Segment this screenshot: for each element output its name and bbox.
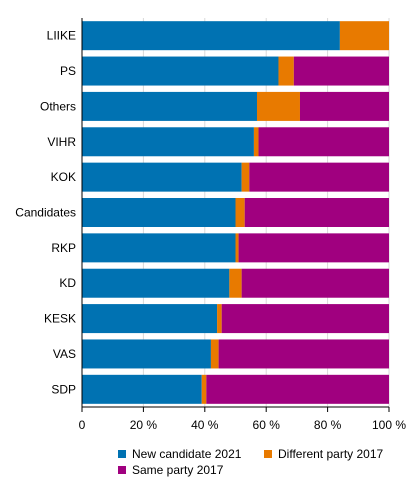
bar-segment-ps-0 xyxy=(82,56,279,86)
bar-segment-others-0 xyxy=(82,91,257,121)
bar-segment-vas-0 xyxy=(82,339,211,369)
x-tick-label: 0 xyxy=(79,418,86,432)
bar-segment-rkp-1 xyxy=(235,233,239,263)
bar-segment-kesk-0 xyxy=(82,304,218,334)
bar-segment-liike-0 xyxy=(82,21,340,51)
bar-segment-kok-0 xyxy=(82,162,242,192)
bar-segment-kesk-1 xyxy=(217,304,222,334)
bar-segment-kok-2 xyxy=(249,162,389,192)
x-tick-label: 20 % xyxy=(130,418,158,432)
x-tick-label: 60 % xyxy=(253,418,281,432)
bar-segment-sdp-1 xyxy=(201,374,207,404)
category-label: Others xyxy=(40,99,76,113)
bar-segment-candidates-1 xyxy=(235,198,245,227)
bar-segment-sdp-0 xyxy=(82,374,202,404)
category-label: KESK xyxy=(44,312,76,326)
x-tick-label: 100 % xyxy=(372,418,406,432)
legend-swatch xyxy=(264,450,272,458)
bar-segment-kd-1 xyxy=(229,268,242,298)
category-label: KD xyxy=(59,276,76,290)
bar-segment-rkp-0 xyxy=(82,233,236,263)
bar-segment-kesk-2 xyxy=(221,304,389,334)
legend-label: Different party 2017 xyxy=(278,447,384,461)
category-label: KOK xyxy=(51,170,76,184)
bar-segment-kd-0 xyxy=(82,268,230,298)
bars xyxy=(82,21,389,404)
bar-segment-sdp-2 xyxy=(206,374,389,404)
category-label: Candidates xyxy=(15,206,76,220)
bar-segment-kok-1 xyxy=(241,162,250,192)
legend-swatch xyxy=(118,450,126,458)
bar-segment-rkp-2 xyxy=(238,233,389,263)
category-label: VIHR xyxy=(47,135,76,149)
legend: New candidate 2021 Different party 2017 Sa… xyxy=(118,447,384,477)
bar-segment-vihr-2 xyxy=(258,127,389,157)
x-axis: 0 20 % 40 % 60 % 80 % 100 % xyxy=(79,18,406,432)
legend-swatch xyxy=(118,466,126,474)
bar-segment-vas-1 xyxy=(210,339,219,369)
x-tick-label: 80 % xyxy=(314,418,342,432)
category-labels: LIIKE PS Others VIHR KOK Candidates RKP KD KESK V… xyxy=(15,29,76,397)
bar-segment-vihr-1 xyxy=(253,127,259,157)
bar-segment-ps-2 xyxy=(293,56,389,86)
bar-segment-others-2 xyxy=(299,91,389,121)
bar-segment-vihr-0 xyxy=(82,127,254,157)
category-label: RKP xyxy=(51,241,76,255)
category-label: LIIKE xyxy=(47,29,76,43)
legend-label: New candidate 2021 xyxy=(132,447,242,461)
category-label: VAS xyxy=(53,347,76,361)
bar-segment-kd-2 xyxy=(241,268,389,298)
legend-label: Same party 2017 xyxy=(132,463,224,477)
bar-segment-candidates-0 xyxy=(82,198,236,227)
category-label: SDP xyxy=(51,382,76,396)
bar-segment-vas-2 xyxy=(218,339,389,369)
category-label: PS xyxy=(60,64,76,78)
bar-segment-ps-1 xyxy=(278,56,294,86)
bar-segment-liike-1 xyxy=(339,21,389,51)
bar-segment-others-1 xyxy=(256,91,300,121)
bar-segment-candidates-2 xyxy=(244,198,389,227)
x-tick-label: 40 % xyxy=(191,418,219,432)
